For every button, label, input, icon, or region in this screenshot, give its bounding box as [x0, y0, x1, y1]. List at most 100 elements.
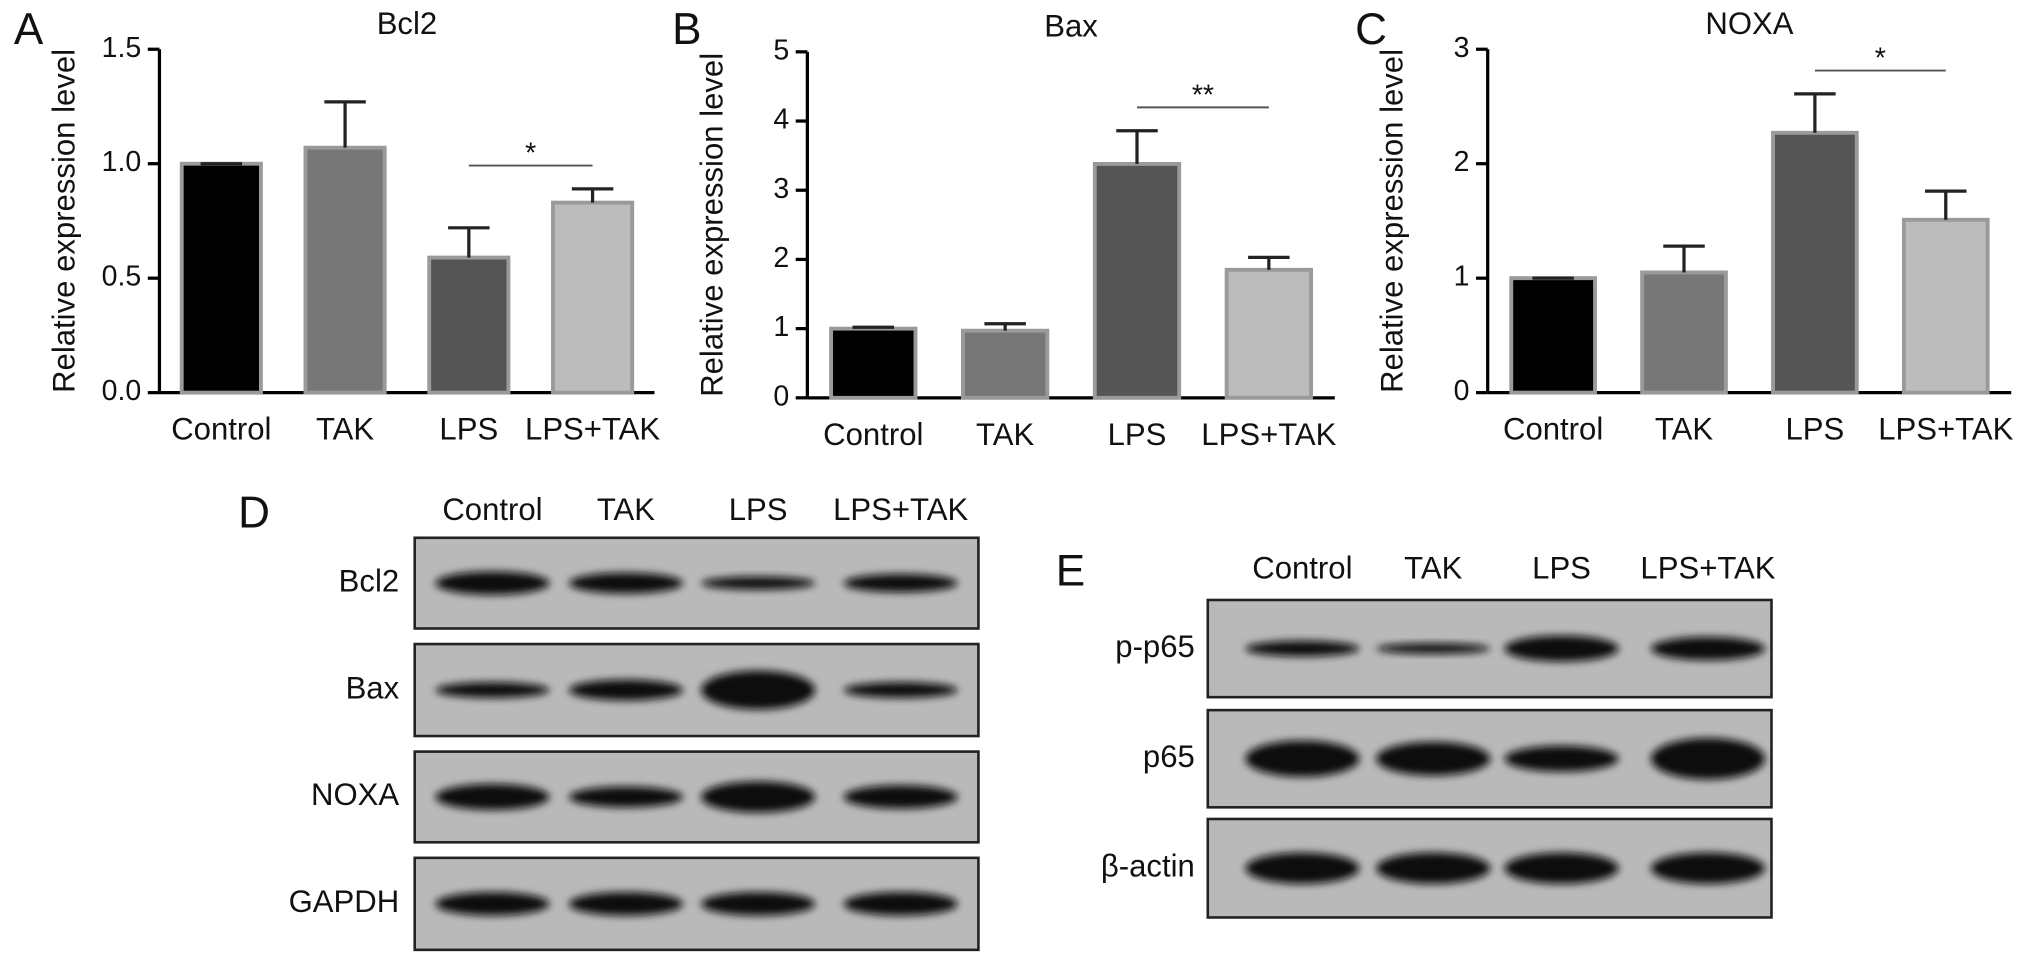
lane-label: Control — [442, 492, 542, 527]
bar — [179, 161, 263, 395]
blot-band — [568, 679, 683, 701]
y-axis-label: Relative expression level — [46, 49, 81, 393]
panel-label: B — [672, 5, 701, 54]
blot-band — [1504, 745, 1619, 772]
blot-band — [701, 892, 816, 916]
x-tick-label: TAK — [976, 417, 1034, 452]
lane-label: LPS — [1532, 550, 1591, 585]
x-tick-label: LPS+TAK — [1878, 412, 2013, 447]
error-bar — [1116, 129, 1158, 164]
bar — [1224, 267, 1313, 400]
panel-label: D — [238, 488, 270, 537]
bar — [1640, 270, 1728, 395]
blot-band — [435, 682, 550, 698]
x-tick-label: LPS+TAK — [525, 412, 660, 447]
significance-label: ** — [1192, 80, 1214, 112]
blot-band — [843, 574, 958, 593]
blot-band — [701, 781, 816, 813]
protein-label: β-actin — [1101, 848, 1195, 883]
protein-label: Bax — [346, 670, 400, 705]
y-tick-label: 1.5 — [102, 32, 142, 64]
protein-label: p-p65 — [1115, 629, 1195, 664]
y-axis-label: Relative expression level — [1375, 49, 1410, 393]
bar — [961, 328, 1050, 400]
lane-label: TAK — [1404, 550, 1462, 585]
lane-label: LPS+TAK — [833, 492, 968, 527]
blot-band — [1376, 852, 1491, 884]
y-tick-label: 0 — [1454, 375, 1470, 407]
x-tick-label: LPS — [439, 412, 498, 447]
bar — [1901, 217, 1990, 395]
protein-label: p65 — [1143, 739, 1195, 774]
y-tick-label: 1 — [1454, 261, 1470, 293]
blot-band — [568, 892, 683, 916]
x-tick-label: TAK — [316, 412, 374, 447]
significance-label: * — [525, 138, 536, 170]
blot-band — [843, 682, 958, 698]
error-bar — [571, 187, 614, 203]
blot-band — [1376, 741, 1491, 776]
blot-band — [701, 576, 816, 590]
blot-band — [1245, 740, 1360, 777]
protein-label: Bcl2 — [339, 563, 400, 598]
error-bar — [1248, 255, 1290, 270]
lane-label: Control — [1252, 550, 1352, 585]
bar — [1092, 161, 1182, 400]
x-tick-label: LPS+TAK — [1201, 417, 1336, 452]
significance-label: * — [1875, 43, 1886, 75]
blot-band — [843, 892, 958, 916]
error-bar — [324, 100, 366, 148]
blot-band — [1504, 635, 1619, 662]
blot-band — [568, 572, 683, 594]
blot-band — [568, 786, 683, 808]
x-tick-label: LPS — [1108, 417, 1167, 452]
lane-label: TAK — [597, 492, 655, 527]
y-tick-label: 3 — [773, 173, 789, 205]
bar — [427, 255, 511, 395]
y-tick-label: 5 — [773, 34, 789, 66]
bar — [1509, 276, 1597, 395]
blot-band — [1504, 852, 1619, 884]
y-tick-label: 2 — [773, 242, 789, 274]
bar — [829, 326, 918, 400]
error-bar — [1663, 244, 1705, 273]
error-bar — [984, 322, 1026, 331]
blot-band — [1650, 636, 1766, 661]
blot-band — [843, 785, 958, 809]
x-tick-label: Control — [823, 417, 923, 452]
y-tick-label: 0.5 — [102, 261, 142, 293]
error-bar — [1794, 92, 1836, 133]
blot-band — [1245, 640, 1360, 657]
bar — [303, 145, 387, 395]
chart-title: Bax — [1044, 9, 1098, 44]
bar — [1771, 130, 1859, 395]
x-tick-label: Control — [1503, 412, 1603, 447]
blot-band — [1245, 852, 1360, 884]
panel-label: C — [1355, 5, 1387, 54]
y-tick-label: 0.0 — [102, 375, 142, 407]
blot-band — [435, 571, 550, 595]
blot-band — [435, 783, 550, 810]
y-tick-label: 2 — [1454, 146, 1470, 178]
blot-band — [1376, 643, 1491, 654]
y-tick-label: 3 — [1454, 32, 1470, 64]
x-tick-label: LPS — [1786, 412, 1845, 447]
y-tick-label: 0 — [773, 380, 789, 412]
error-bar — [852, 325, 895, 329]
blot-band — [701, 670, 816, 710]
blot-band — [1650, 737, 1766, 780]
blot-band — [435, 892, 550, 916]
y-tick-label: 1.0 — [102, 146, 142, 178]
y-tick-label: 1 — [773, 311, 789, 343]
panel-label: A — [14, 5, 44, 54]
error-bar — [1925, 189, 1967, 220]
protein-label: GAPDH — [289, 884, 400, 919]
lane-label: LPS — [729, 492, 788, 527]
error-bar — [448, 226, 490, 258]
chart-title: NOXA — [1705, 6, 1793, 41]
panel-label: E — [1056, 547, 1085, 596]
lane-label: LPS+TAK — [1640, 550, 1775, 585]
blot-band — [1650, 852, 1766, 884]
chart-title: Bcl2 — [377, 6, 438, 41]
